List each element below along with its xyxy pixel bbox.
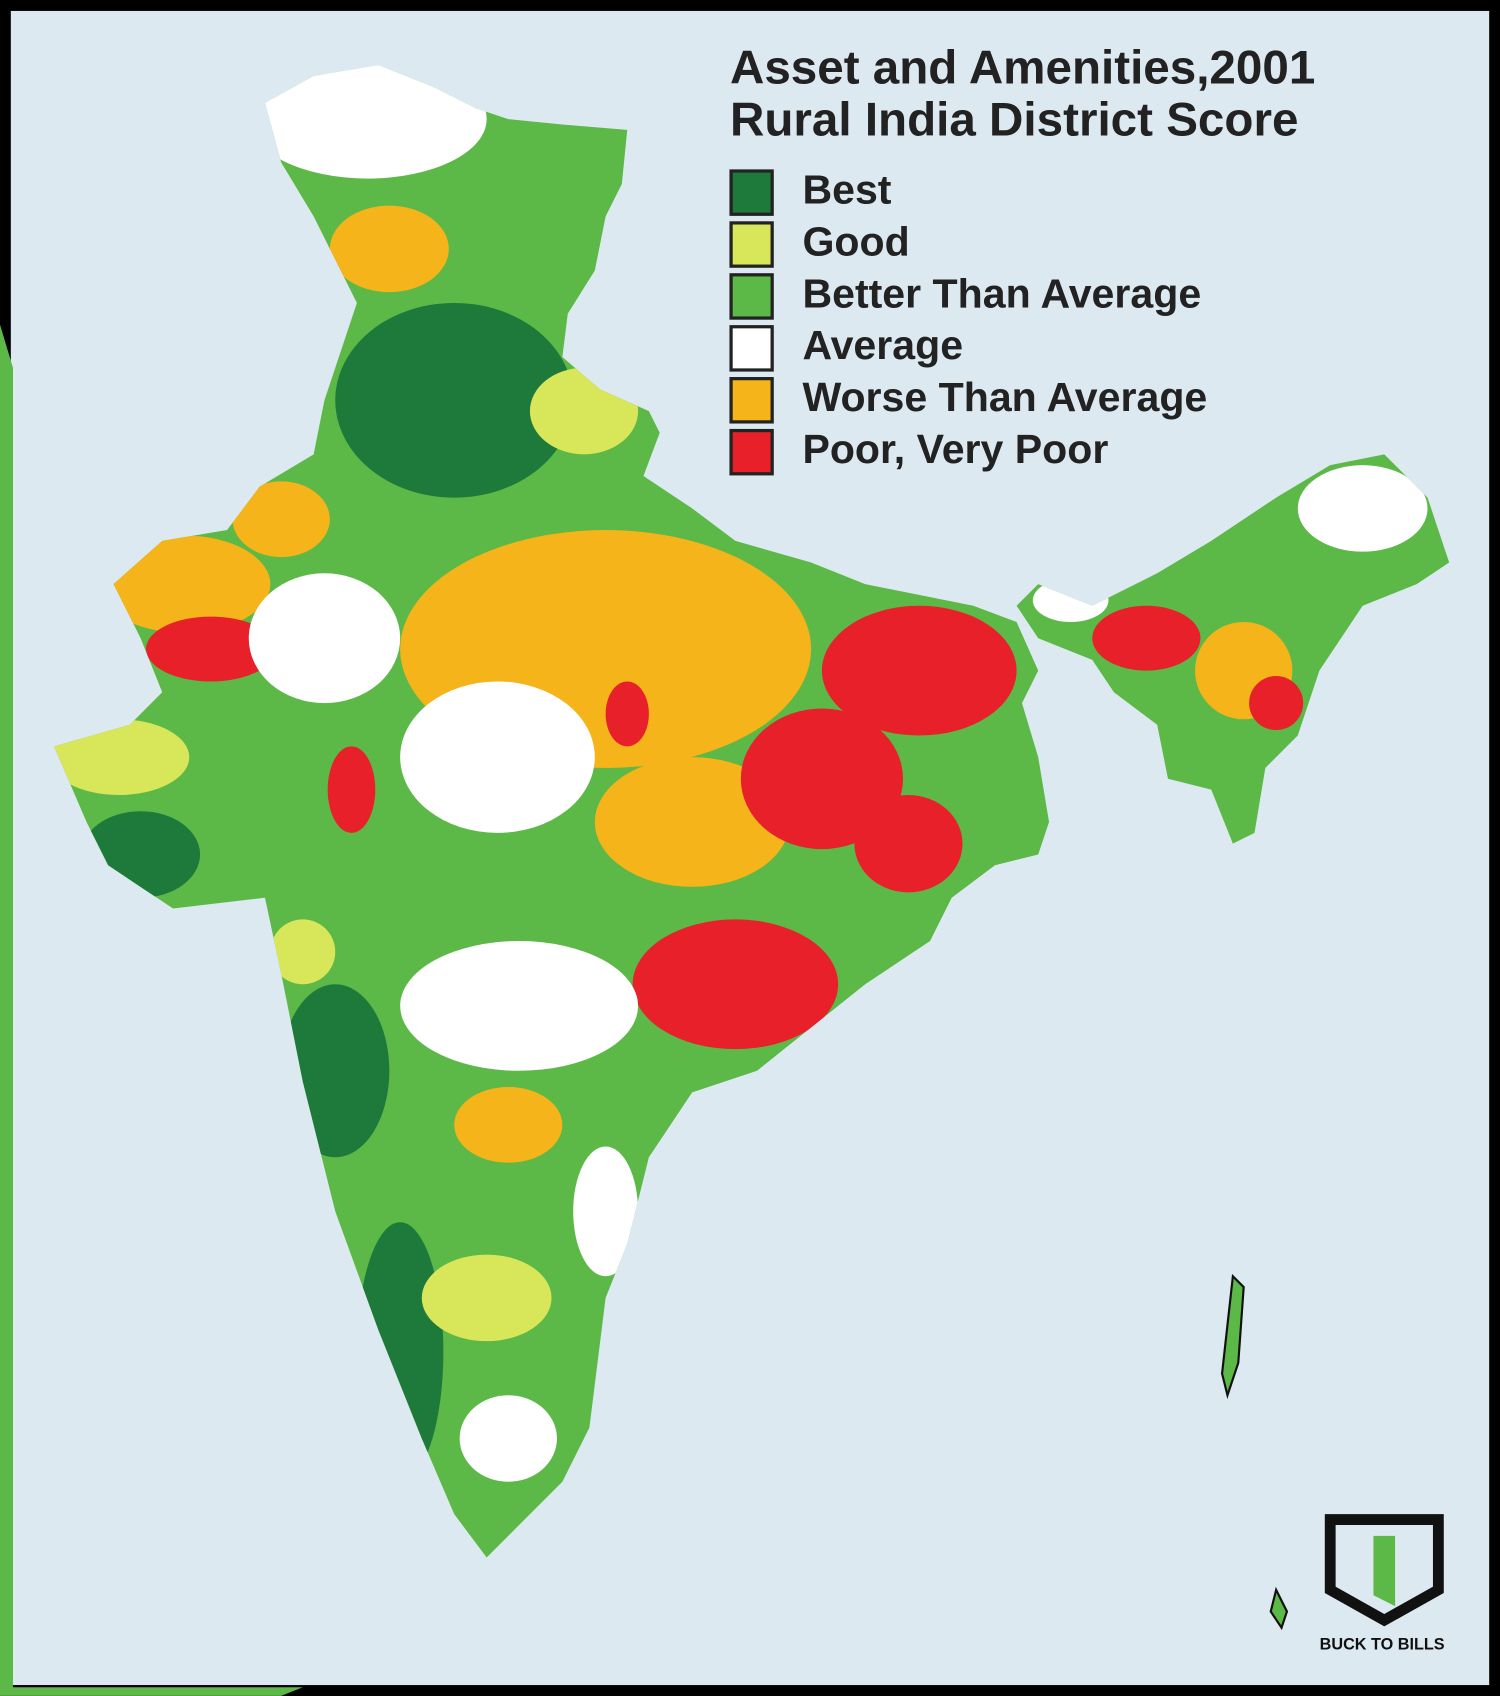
region — [1249, 676, 1304, 731]
region — [248, 65, 487, 179]
region — [854, 795, 963, 893]
region — [1092, 605, 1201, 671]
legend-label: Poor, Very Poor — [802, 426, 1108, 472]
legend-swatch — [729, 377, 774, 424]
logo-mark — [1373, 1535, 1396, 1607]
region — [329, 205, 449, 293]
legend-swatch — [729, 273, 774, 320]
region — [573, 1146, 639, 1277]
legend-label: Average — [802, 322, 963, 368]
logo: BUCK TO BILLS — [1320, 1514, 1445, 1653]
region — [821, 605, 1017, 736]
region — [454, 1087, 563, 1163]
region — [605, 681, 649, 747]
logo-text: BUCK TO BILLS — [1320, 1635, 1445, 1653]
legend-label: Best — [802, 166, 891, 212]
legend-swatch — [729, 221, 774, 268]
region — [248, 573, 401, 704]
map-title: Asset and Amenities,2001 — [730, 41, 1315, 94]
region — [400, 941, 639, 1071]
region — [400, 681, 595, 833]
region — [335, 302, 574, 498]
logo-shield — [1324, 1514, 1444, 1627]
map-subtitle: Rural India District Score — [730, 93, 1298, 146]
region — [740, 708, 904, 850]
legend-swatch — [729, 325, 774, 372]
region — [632, 919, 839, 1050]
legend-swatch — [729, 169, 774, 216]
legend-swatch — [729, 428, 774, 476]
region — [594, 757, 790, 887]
region — [1297, 465, 1428, 552]
region — [327, 746, 376, 833]
islands — [1220, 1273, 1289, 1631]
region — [421, 1254, 552, 1342]
region — [270, 919, 336, 985]
legend: Best Good Better Than Average Average Worse … — [729, 166, 1207, 476]
region — [54, 719, 190, 796]
legend-label: Good — [802, 218, 909, 264]
region — [145, 616, 276, 682]
legend-label: Worse Than Average — [802, 374, 1207, 420]
region — [232, 481, 330, 558]
legend-label: Better Than Average — [802, 270, 1201, 316]
region — [459, 1395, 557, 1482]
